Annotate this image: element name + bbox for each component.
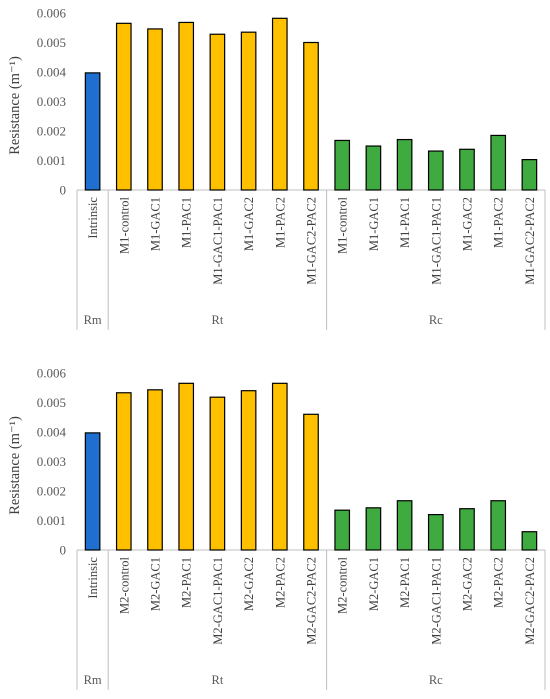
bar-rt bbox=[115, 22, 132, 191]
y-tick-label: 0.005 bbox=[37, 35, 66, 50]
x-category-label: M2-GAC1 bbox=[149, 557, 163, 611]
x-category-label: M1-PAC1 bbox=[398, 197, 412, 248]
x-category-label: M1-GAC1-PAC1 bbox=[429, 197, 443, 285]
bar-rc bbox=[521, 159, 538, 191]
y-axis-label: Resistance (m⁻¹) bbox=[7, 416, 23, 515]
x-category-label: M2-GAC1-PAC1 bbox=[211, 557, 225, 645]
x-category-label: M1-PAC2 bbox=[273, 197, 287, 248]
x-category-label: M2-GAC2 bbox=[461, 557, 475, 611]
x-category-label: M2-PAC2 bbox=[273, 557, 287, 608]
y-tick-label: 0.004 bbox=[37, 65, 67, 80]
bar-rc bbox=[365, 507, 382, 551]
bar-rt bbox=[240, 390, 257, 551]
bar-rc bbox=[459, 148, 475, 191]
x-category-label: M2-PAC1 bbox=[398, 557, 412, 608]
group-label-rc: Rc bbox=[429, 313, 443, 327]
x-category-label: M1-PAC1 bbox=[180, 197, 194, 248]
x-category-label: M1-GAC2-PAC2 bbox=[305, 197, 319, 285]
bar-rc bbox=[490, 500, 507, 551]
x-category-label: M1-GAC1 bbox=[367, 197, 381, 251]
y-tick-label: 0.001 bbox=[37, 153, 66, 168]
x-category-label: M2-PAC2 bbox=[492, 557, 506, 608]
bar-rc bbox=[427, 514, 444, 551]
x-category-label: M1-control bbox=[336, 196, 350, 253]
x-category-label: M2-GAC2-PAC2 bbox=[523, 557, 537, 645]
y-tick-label: 0.005 bbox=[37, 395, 66, 410]
x-category-label: M1-control bbox=[117, 196, 131, 253]
group-label-rt: Rt bbox=[211, 673, 223, 687]
x-category-label: M2-GAC2 bbox=[242, 557, 256, 611]
bar-rc bbox=[334, 139, 351, 191]
y-tick-label: 0.004 bbox=[37, 425, 67, 440]
bar-rt bbox=[209, 396, 226, 551]
x-category-label: M1-GAC2-PAC2 bbox=[523, 197, 537, 285]
y-tick-label: 0 bbox=[60, 183, 67, 198]
x-category-label: M2-control bbox=[336, 556, 350, 613]
resistance-chart-m2: Resistance (m⁻¹) 0 0.001 0.002 0.003 0.004 0.0… bbox=[7, 366, 546, 690]
y-tick-label: 0 bbox=[60, 543, 67, 558]
bar-rm bbox=[84, 72, 101, 191]
bar-rc bbox=[521, 531, 538, 551]
bar-rt bbox=[271, 382, 288, 551]
bar-rc bbox=[365, 145, 382, 191]
bar-rc bbox=[396, 138, 413, 191]
bar-rt bbox=[115, 392, 132, 551]
x-category-label: Intrinsic bbox=[86, 197, 100, 239]
x-category-label: M1-GAC1 bbox=[149, 197, 163, 251]
bar-rt bbox=[240, 31, 257, 191]
y-tick-label: 0.003 bbox=[37, 94, 66, 109]
x-category-label: M1-GAC1-PAC1 bbox=[211, 197, 225, 285]
group-label-rc: Rc bbox=[429, 673, 443, 687]
y-axis-label: Resistance (m⁻¹) bbox=[7, 56, 23, 155]
y-tick-label: 0.006 bbox=[37, 366, 67, 381]
y-tick-label: 0.006 bbox=[37, 6, 67, 21]
x-category-label: Intrinsic bbox=[86, 557, 100, 599]
y-tick-label: 0.002 bbox=[37, 124, 66, 139]
bar-rc bbox=[459, 508, 475, 551]
x-category-label: M1-PAC2 bbox=[492, 197, 506, 248]
y-tick-label: 0.002 bbox=[37, 484, 66, 499]
bar-rt bbox=[178, 21, 195, 191]
bar-rc bbox=[396, 500, 413, 551]
x-category-label: M1-GAC2 bbox=[461, 197, 475, 251]
bar-rt bbox=[303, 413, 319, 551]
x-category-label: M2-PAC1 bbox=[180, 557, 194, 608]
x-category-label: M2-GAC2-PAC2 bbox=[305, 557, 319, 645]
y-tick-label: 0.001 bbox=[37, 513, 66, 528]
group-label-rm: Rm bbox=[84, 313, 102, 327]
group-label-rt: Rt bbox=[211, 313, 223, 327]
x-category-label: M2-GAC1 bbox=[367, 557, 381, 611]
bar-rc bbox=[427, 150, 444, 191]
bar-rt bbox=[178, 382, 195, 551]
bar-rt bbox=[147, 28, 163, 191]
group-label-rm: Rm bbox=[84, 673, 102, 687]
resistance-chart-m1: Resistance (m⁻¹) 0 0.001 0.002 0.003 0.004 0.0… bbox=[7, 6, 546, 330]
bar-rm bbox=[84, 432, 101, 551]
y-tick-label: 0.003 bbox=[37, 454, 66, 469]
x-category-label: M2-GAC1-PAC1 bbox=[429, 557, 443, 645]
bar-rt bbox=[147, 389, 163, 551]
bar-rt bbox=[271, 17, 288, 191]
x-category-label: M2-control bbox=[117, 556, 131, 613]
x-category-label: M1-GAC2 bbox=[242, 197, 256, 251]
bar-rc bbox=[334, 509, 351, 551]
bar-rc bbox=[490, 134, 507, 191]
bar-rt bbox=[303, 41, 319, 191]
bar-rt bbox=[209, 33, 226, 191]
